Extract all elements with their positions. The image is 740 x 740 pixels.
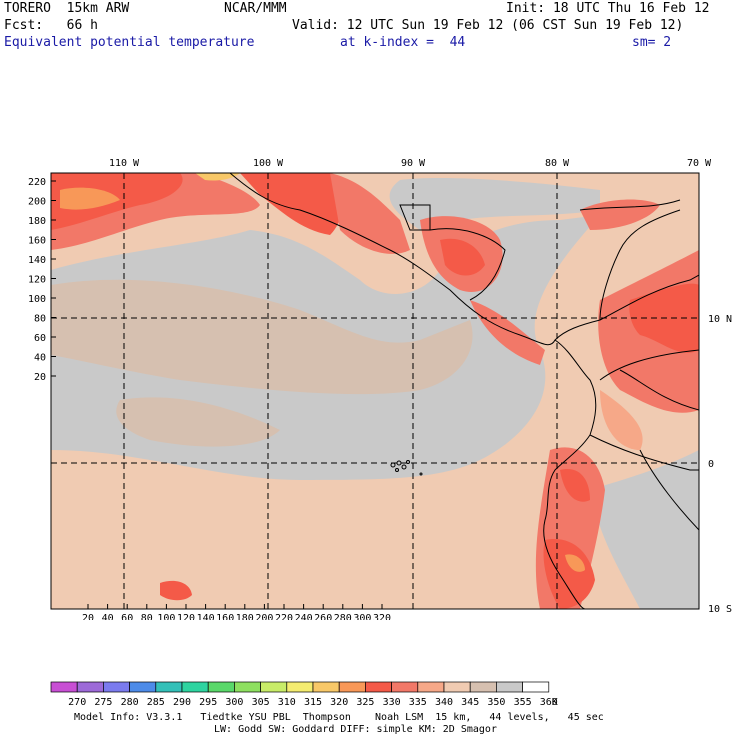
legend-swatch bbox=[417, 681, 445, 693]
x-tick-label: 80 bbox=[141, 613, 153, 620]
legend-swatch bbox=[50, 681, 78, 693]
legend-value: 290 bbox=[173, 697, 191, 708]
legend-value: 270 bbox=[68, 697, 86, 708]
longitude-label: 90 W bbox=[401, 158, 426, 169]
legend-unit: K bbox=[552, 697, 558, 708]
legend-value: 300 bbox=[225, 697, 243, 708]
y-tick-label: 100 bbox=[28, 294, 46, 305]
legend-swatch bbox=[155, 681, 183, 693]
legend-swatch bbox=[522, 681, 550, 693]
legend-value: 335 bbox=[409, 697, 427, 708]
legend-value: 320 bbox=[330, 697, 348, 708]
legend-swatch bbox=[129, 681, 157, 693]
x-tick-label: 260 bbox=[314, 613, 332, 620]
x-tick-label: 180 bbox=[236, 613, 254, 620]
latitude-label: 0 bbox=[708, 459, 714, 470]
latitude-label: 10 S bbox=[708, 604, 732, 615]
legend-value: 355 bbox=[514, 697, 532, 708]
y-tick-label: 200 bbox=[28, 197, 46, 208]
x-tick-label: 100 bbox=[157, 613, 175, 620]
legend-swatch bbox=[76, 681, 104, 693]
y-tick-label: 140 bbox=[28, 255, 46, 266]
x-tick-label: 140 bbox=[197, 613, 215, 620]
y-tick-label: 180 bbox=[28, 216, 46, 227]
longitude-label: 100 W bbox=[253, 158, 284, 169]
legend-swatch bbox=[286, 681, 314, 693]
y-tick-label: 20 bbox=[34, 372, 46, 383]
legend-value: 325 bbox=[356, 697, 374, 708]
y-tick-label: 220 bbox=[28, 177, 46, 188]
x-tick-label: 120 bbox=[177, 613, 195, 620]
physics-info: LW: Godd SW: Goddard DIFF: simple KM: 2D… bbox=[214, 724, 497, 735]
x-tick-label: 280 bbox=[334, 613, 352, 620]
valid-time: Valid: 12 UTC Sun 19 Feb 12 (06 CST Sun … bbox=[292, 18, 684, 33]
latitude-label: 10 N bbox=[708, 314, 732, 325]
legend-swatch bbox=[234, 681, 261, 693]
legend-swatch bbox=[207, 681, 235, 693]
model-title: TORERO 15km ARW bbox=[4, 1, 130, 16]
legend-swatch bbox=[391, 681, 419, 693]
x-tick-label: 200 bbox=[255, 613, 273, 620]
y-tick-label: 40 bbox=[34, 353, 46, 364]
legend-swatch bbox=[312, 681, 340, 693]
y-axis: 220 200 180 160 140 120 100 80 60 40 20 bbox=[28, 177, 56, 383]
legend-swatch bbox=[181, 681, 209, 693]
organization: NCAR/MMM bbox=[224, 1, 287, 16]
longitude-label: 110 W bbox=[109, 158, 140, 169]
legend-value: 330 bbox=[383, 697, 401, 708]
legend-value: 305 bbox=[252, 697, 270, 708]
x-tick-label: 220 bbox=[275, 613, 293, 620]
legend-value: 285 bbox=[147, 697, 165, 708]
forecast-hour: Fcst: 66 h bbox=[4, 18, 98, 33]
y-tick-label: 120 bbox=[28, 275, 46, 286]
init-time: Init: 18 UTC Thu 16 Feb 12 bbox=[506, 1, 710, 16]
legend-swatch bbox=[469, 681, 497, 693]
x-tick-label: 300 bbox=[353, 613, 371, 620]
legend-value: 275 bbox=[94, 697, 112, 708]
legend-value: 345 bbox=[461, 697, 479, 708]
field-name: Equivalent potential temperature bbox=[4, 35, 255, 50]
legend-swatch bbox=[443, 681, 471, 693]
legend-value: 350 bbox=[487, 697, 505, 708]
coastlines bbox=[229, 173, 699, 609]
legend-swatch bbox=[365, 681, 392, 693]
legend-swatch bbox=[103, 681, 130, 693]
x-tick-label: 20 bbox=[82, 613, 94, 620]
x-tick-label: 40 bbox=[102, 613, 114, 620]
longitude-label: 80 W bbox=[545, 158, 570, 169]
graticule bbox=[51, 173, 699, 609]
y-tick-label: 80 bbox=[34, 314, 46, 325]
legend-value: 340 bbox=[435, 697, 453, 708]
legend-value: 360 bbox=[540, 697, 558, 708]
smoothing: sm= 2 bbox=[632, 35, 672, 50]
legend-swatch bbox=[338, 681, 366, 693]
color-legend: 270 275 280 285 290 295 300 305 310 315 320 325 330 3… bbox=[50, 681, 558, 708]
map-frame bbox=[50, 172, 700, 610]
legend-value: 295 bbox=[199, 697, 217, 708]
model-info: Model Info: V3.3.1 Tiedtke YSU PBL Thomp… bbox=[74, 712, 604, 723]
legend-swatch bbox=[260, 681, 288, 693]
longitude-label: 70 W bbox=[687, 158, 712, 169]
legend-value: 310 bbox=[278, 697, 296, 708]
legend-swatch bbox=[496, 681, 523, 693]
legend-value: 315 bbox=[304, 697, 322, 708]
y-tick-label: 60 bbox=[34, 333, 46, 344]
level-index: at k-index = 44 bbox=[340, 35, 466, 50]
legend-value: 280 bbox=[121, 697, 139, 708]
x-tick-label: 240 bbox=[295, 613, 313, 620]
x-tick-label: 160 bbox=[216, 613, 234, 620]
latitude-labels: 10 N 0 10 S bbox=[708, 314, 732, 615]
x-axis: 20 40 60 80 100 120 140 160 180 200 220 240 260 280 30… bbox=[82, 604, 391, 620]
y-tick-label: 160 bbox=[28, 236, 46, 247]
x-tick-label: 60 bbox=[121, 613, 133, 620]
longitude-labels: 110 W 100 W 90 W 80 W 70 W bbox=[109, 158, 712, 169]
x-tick-label: 320 bbox=[373, 613, 391, 620]
